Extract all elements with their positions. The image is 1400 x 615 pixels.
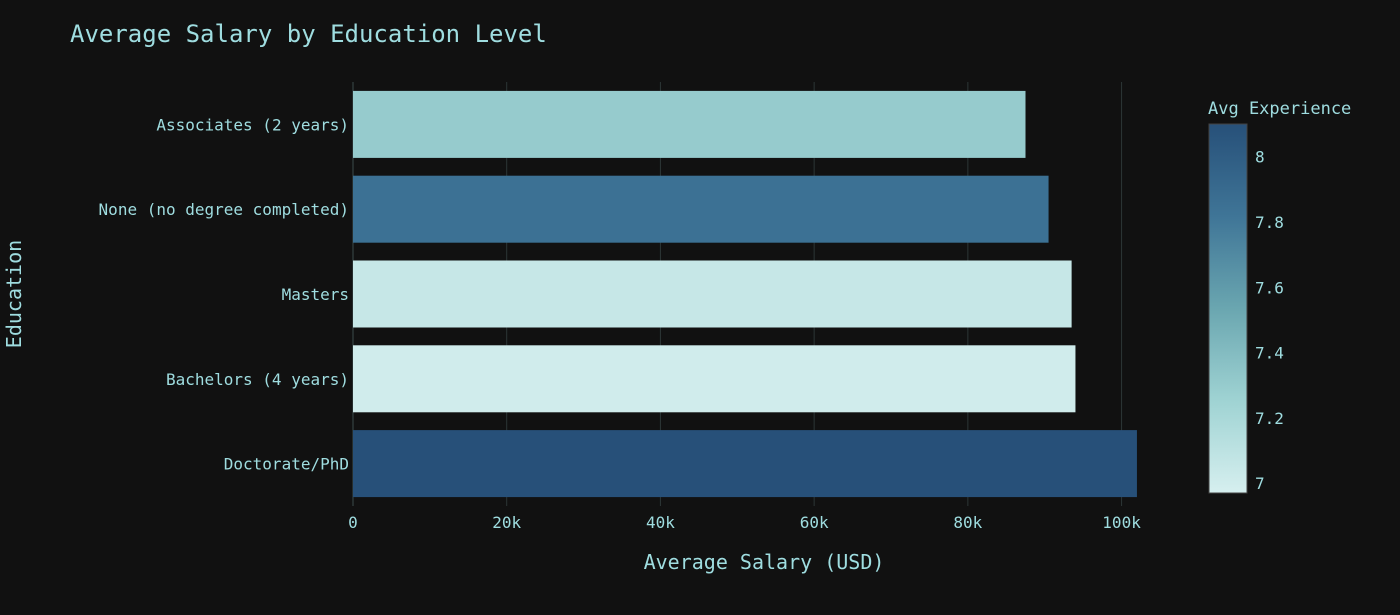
colorbar-tick-label: 7.4	[1255, 344, 1284, 363]
colorbar-tick-label: 7	[1255, 474, 1265, 493]
bar	[353, 260, 1072, 328]
bar	[353, 175, 1049, 243]
bar	[353, 90, 1026, 158]
x-tick-label: 20k	[492, 513, 521, 532]
y-axis-categories: Associates (2 years) None (no degree comp…	[99, 115, 349, 473]
colorbar-tick-label: 7.6	[1255, 278, 1284, 297]
colorbar-bar	[1208, 123, 1248, 494]
x-axis-ticks: 0 20k 40k 60k 80k 100k	[348, 513, 1141, 532]
x-tick-label: 80k	[953, 513, 982, 532]
chart-title: Average Salary by Education Level	[70, 20, 547, 48]
x-tick-label: 40k	[646, 513, 675, 532]
bar	[353, 345, 1076, 413]
y-category-label: Bachelors (4 years)	[166, 370, 349, 389]
colorbar-title: Avg Experience	[1208, 99, 1351, 119]
y-category-label: Masters	[282, 285, 349, 304]
bars	[353, 90, 1137, 498]
y-axis-title: Education	[2, 240, 26, 348]
y-category-label: None (no degree completed)	[99, 200, 349, 219]
y-category-label: Associates (2 years)	[156, 115, 349, 134]
x-tick-label: 60k	[800, 513, 829, 532]
y-category-label: Doctorate/PhD	[224, 455, 349, 474]
colorbar-tick-label: 8	[1255, 148, 1265, 167]
colorbar: Avg Experience 7 7.2 7.4 7.6 7.8 8	[1208, 99, 1351, 494]
colorbar-tick-label: 7.8	[1255, 213, 1284, 232]
bar	[353, 430, 1137, 498]
colorbar-tick-label: 7.2	[1255, 409, 1284, 428]
x-tick-label: 100k	[1102, 513, 1141, 532]
x-tick-label: 0	[348, 513, 358, 532]
x-axis-title: Average Salary (USD)	[644, 550, 885, 574]
